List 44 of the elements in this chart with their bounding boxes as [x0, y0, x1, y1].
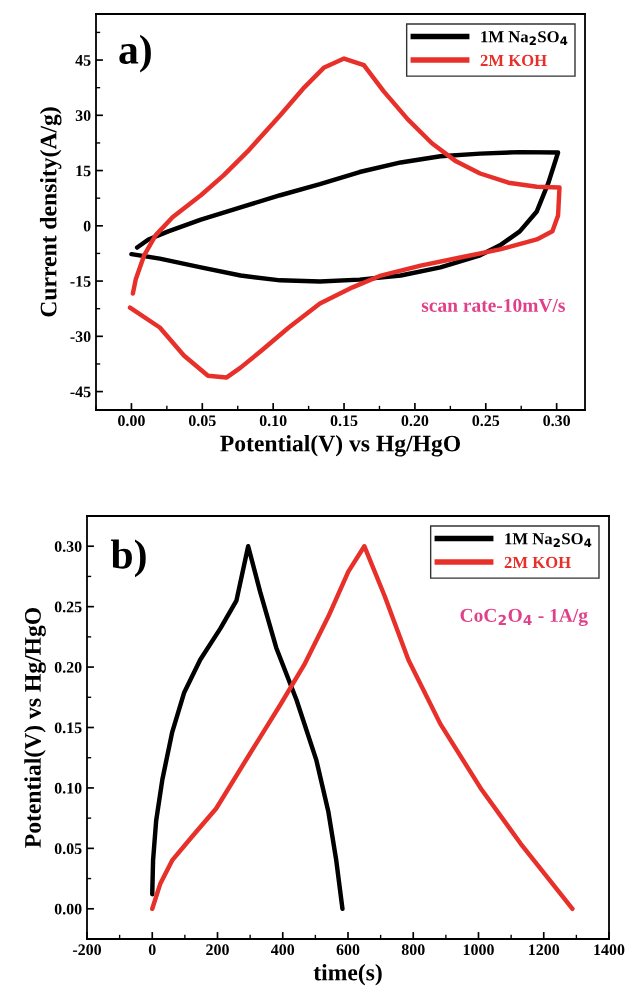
y-tick-label: 0.00	[54, 903, 82, 915]
x-tick-label: 0.15	[330, 415, 358, 427]
x-tick-label: 0.10	[259, 415, 287, 427]
x-tick-label: 200	[206, 944, 229, 956]
x-tick-label: 0.20	[401, 415, 429, 427]
legend-label: 2M KOH	[504, 556, 571, 569]
x-tick-label: 400	[270, 944, 295, 956]
y-tick-label: 0.10	[54, 782, 82, 794]
y-tick-label: 0.05	[54, 843, 82, 855]
x-axis-title: Potential(V) vs Hg/HgO	[220, 434, 461, 457]
y-tick-label: -45	[70, 386, 91, 398]
line-series	[150, 543, 345, 912]
y-tick-label: 45	[75, 55, 91, 66]
y-tick-label: 0.15	[54, 722, 82, 734]
y-tick-label: -15	[70, 276, 91, 287]
legend-label: 2M KOH	[480, 54, 547, 67]
line-series	[129, 149, 561, 284]
x-tick-label: 600	[336, 944, 360, 956]
x-tick-label: 0	[148, 944, 156, 956]
y-tick-label: 0.20	[54, 661, 82, 673]
legend-label: 1M Na$_{2}$SO$_{4}$	[505, 533, 592, 547]
x-tick-label: 0.05	[188, 415, 216, 427]
x-tick-label: 0.00	[118, 415, 145, 427]
y-tick-label: -30	[70, 331, 91, 343]
y-axis-title: Potential(V) vs Hg/HgO	[24, 607, 46, 848]
annotation: b)	[111, 539, 146, 578]
x-tick-label: 1400	[594, 944, 625, 956]
x-tick-label: 1200	[529, 944, 560, 956]
annotation: CoC$_{2}$O$_{4}$ - 1A/g	[460, 608, 588, 627]
x-tick-label: -200	[72, 944, 102, 956]
y-tick-label: 0.25	[54, 601, 82, 613]
x-tick-label: 1000	[463, 944, 494, 956]
annotation: scan rate-10mV/s	[421, 298, 565, 313]
y-tick-label: 0.30	[54, 541, 82, 552]
y-tick-label: 0	[83, 220, 91, 232]
annotation: a)	[119, 34, 151, 73]
y-tick-label: 15	[76, 165, 91, 177]
x-axis-title: time(s)	[313, 963, 382, 986]
legend-label: 1M Na$_{2}$SO$_{4}$	[481, 31, 568, 45]
y-axis-title: Current density(A/g)	[39, 107, 62, 317]
x-tick-label: 0.30	[543, 415, 571, 427]
x-tick-label: 0.25	[472, 415, 500, 427]
x-tick-label: 800	[401, 944, 425, 956]
y-tick-label: 30	[75, 110, 91, 121]
